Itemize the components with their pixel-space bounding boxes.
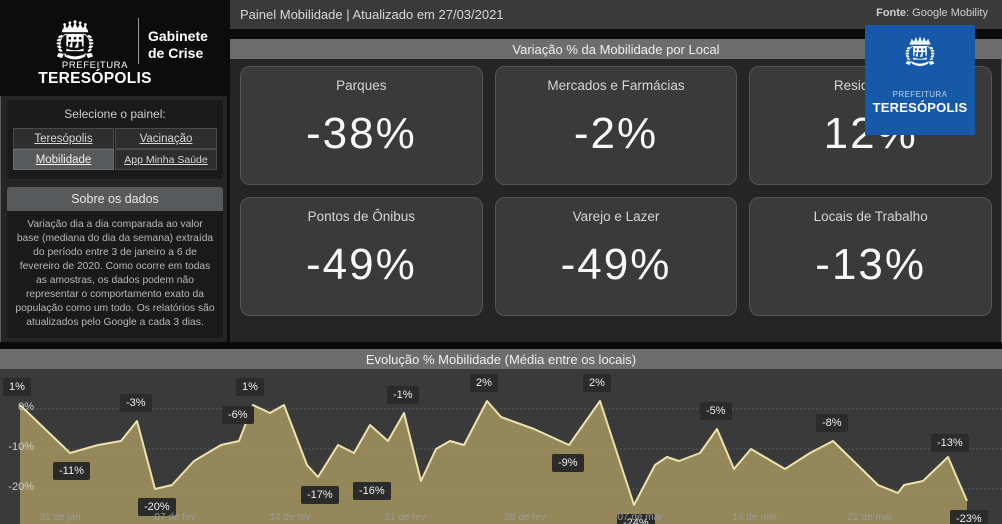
svg-text:TERESOPOLIS: TERESOPOLIS: [64, 53, 87, 57]
